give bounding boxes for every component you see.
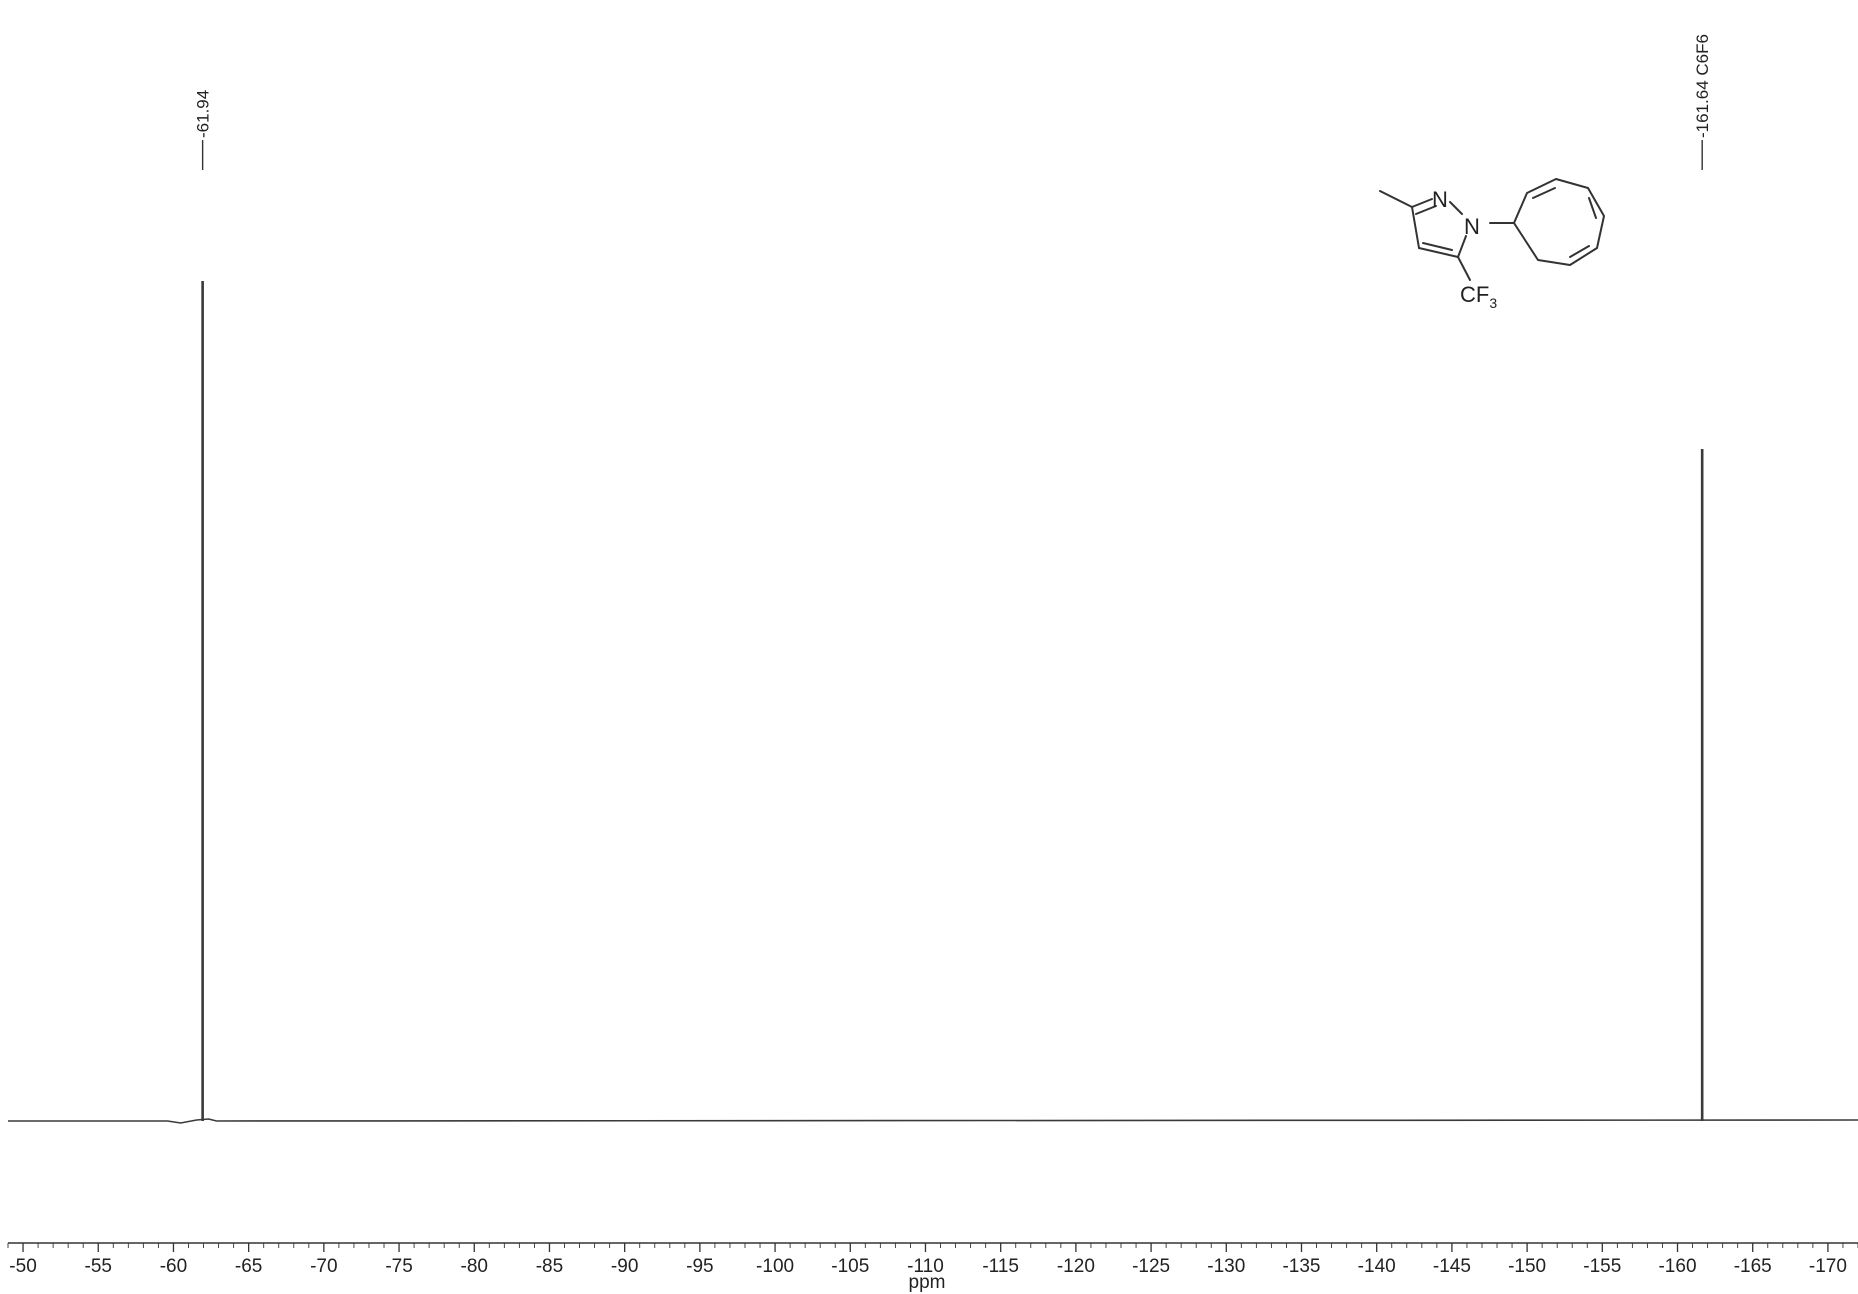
bond-methyl xyxy=(1379,190,1413,208)
x-tick-label: -150 xyxy=(1508,1256,1546,1277)
peak-label-1: -61.94 xyxy=(194,90,213,138)
atom-n2-label: N xyxy=(1432,187,1448,212)
atom-n1-label: N xyxy=(1464,214,1480,239)
cycloheptatriene-ring xyxy=(1513,178,1605,266)
ring-double-3 xyxy=(1569,245,1590,258)
x-tick-label: -155 xyxy=(1583,1256,1621,1277)
cf3-main: CF xyxy=(1460,282,1489,307)
x-tick-label: -50 xyxy=(9,1256,36,1277)
x-tick-label: -165 xyxy=(1734,1256,1772,1277)
x-tick-label: -75 xyxy=(385,1256,412,1277)
x-axis-label: ppm xyxy=(909,1272,946,1293)
x-tick-label: -110 xyxy=(907,1256,944,1277)
x-tick-label: -125 xyxy=(1132,1256,1170,1277)
spectrum-baseline xyxy=(8,1118,1858,1124)
x-tick-label: -105 xyxy=(831,1256,869,1277)
x-tick-label: -135 xyxy=(1282,1256,1320,1277)
bond-c5-c4-double xyxy=(1422,242,1453,251)
bond-c4-c3 xyxy=(1411,206,1420,249)
x-tick-label: -160 xyxy=(1658,1256,1696,1277)
peaks-group xyxy=(201,281,1704,1121)
x-tick-label: -85 xyxy=(536,1256,563,1277)
x-tick-label: -80 xyxy=(461,1256,488,1277)
x-tick-label: -140 xyxy=(1358,1256,1396,1277)
x-tick-label: -145 xyxy=(1433,1256,1471,1277)
x-tick-label: -60 xyxy=(160,1256,187,1277)
cf3-subscript: 3 xyxy=(1489,295,1497,311)
peak-label-2: -161.64 C6F6 xyxy=(1693,34,1712,138)
bond-n1-c5 xyxy=(1457,235,1467,258)
x-axis-ticks: -50 -55 -60 -65 -70 -75 -80 -85 -90 -95 -100 -105 -1… xyxy=(7,1243,1858,1277)
x-tick-label: -95 xyxy=(686,1256,713,1277)
bond-c3-n2 xyxy=(1411,198,1433,208)
molecule-structure xyxy=(1379,178,1605,281)
x-tick-label: -120 xyxy=(1057,1256,1095,1277)
x-tick-label: -115 xyxy=(982,1256,1019,1277)
x-tick-label: -90 xyxy=(611,1256,638,1277)
x-tick-label: -170 xyxy=(1809,1256,1847,1277)
peak-labels-group: -61.94 -161.64 C6F6 xyxy=(194,34,1712,170)
x-tick-label: -100 xyxy=(756,1256,794,1277)
cf3-label: CF3 xyxy=(1460,282,1497,311)
x-tick-label: -130 xyxy=(1207,1256,1245,1277)
bond-c5-cf3 xyxy=(1457,256,1471,281)
x-tick-label: -70 xyxy=(310,1256,337,1277)
bond-n2-n1 xyxy=(1449,201,1463,215)
bond-c5-c4 xyxy=(1418,247,1459,258)
ring-double-1 xyxy=(1532,187,1556,199)
x-tick-label: -55 xyxy=(85,1256,112,1277)
bond-c3-n2-double xyxy=(1415,205,1437,215)
ring-double-2 xyxy=(1588,197,1597,219)
x-tick-label: -65 xyxy=(235,1256,262,1277)
